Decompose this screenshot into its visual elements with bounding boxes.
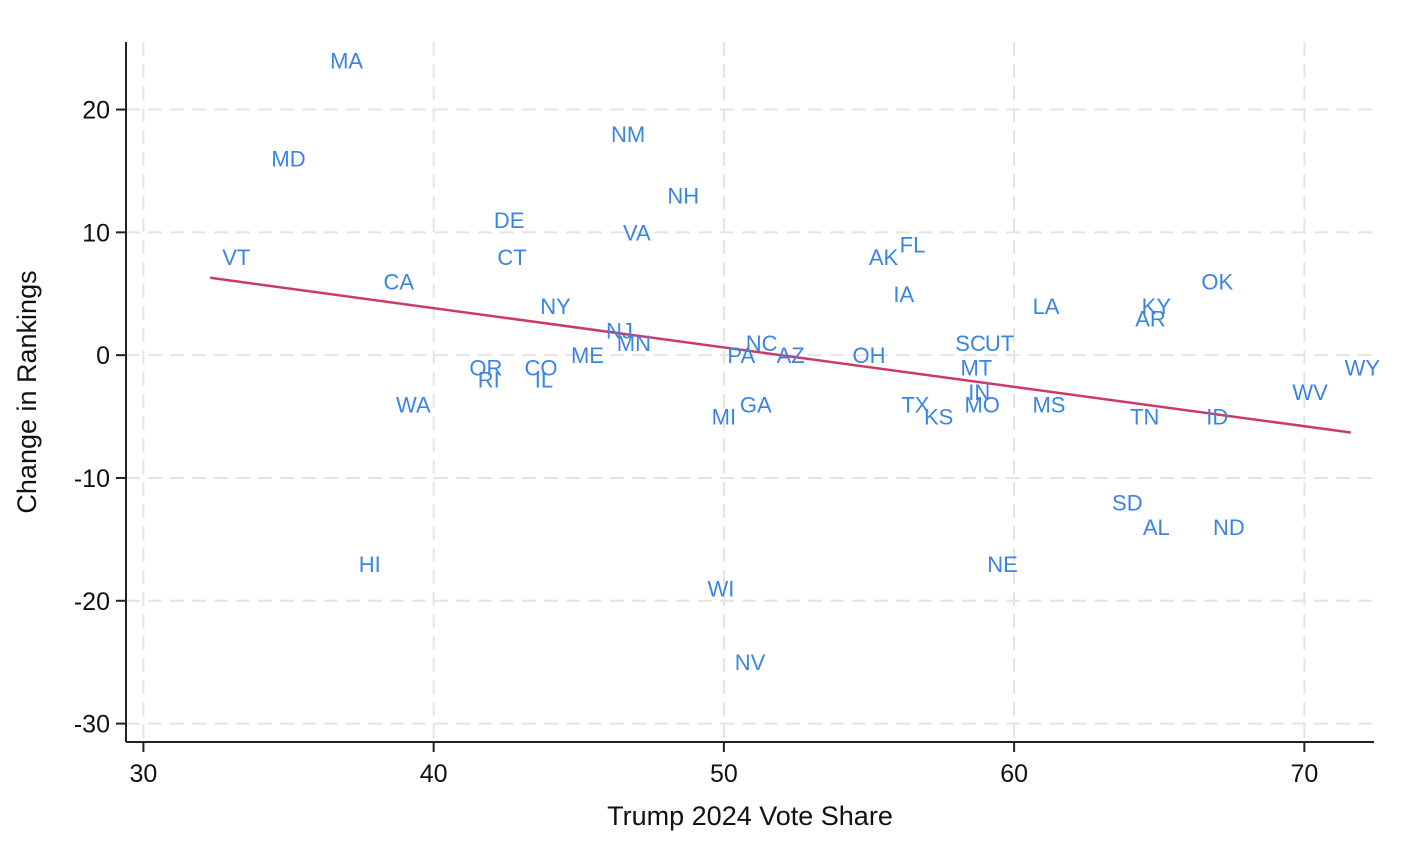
point-label: OH (852, 343, 885, 368)
y-tick-label: -20 (74, 588, 110, 616)
point-label: NY (540, 294, 571, 319)
y-tick-label: 20 (82, 97, 110, 125)
x-tick-label: 50 (710, 760, 738, 788)
point-label: DE (494, 208, 525, 233)
point-label: VA (623, 220, 651, 245)
point-label: WV (1292, 380, 1328, 405)
point-label: OR (469, 355, 502, 380)
point-label: MO (964, 392, 999, 417)
y-tick-label: 0 (96, 342, 110, 370)
point-label: NM (611, 122, 645, 147)
point-label: MN (617, 331, 651, 356)
point-label: CA (384, 269, 415, 294)
point-label: AL (1143, 515, 1170, 540)
x-axis-title: Trump 2024 Vote Share (607, 801, 893, 831)
point-label: SC (955, 331, 986, 356)
point-label: MT (960, 355, 992, 380)
point-label: CO (525, 355, 558, 380)
x-axis-ticks: 30 40 50 60 70 (130, 742, 1318, 788)
point-label: UT (985, 331, 1014, 356)
gridlines (126, 42, 1374, 742)
point-label: IN (968, 380, 990, 405)
point-label: KY (1142, 294, 1172, 319)
point-label: HI (359, 552, 381, 577)
point-label: IA (893, 282, 914, 307)
fit-line-layer (209, 276, 1351, 434)
point-label: AZ (777, 343, 805, 368)
y-tick-label: -30 (74, 711, 110, 739)
point-label: CT (497, 245, 526, 270)
y-axis-title: Change in Rankings (12, 270, 42, 513)
point-label: GA (740, 392, 772, 417)
point-label: MI (712, 405, 736, 430)
y-axis-ticks: 20 10 0 -10 -20 -30 (74, 97, 126, 739)
point-label: RI (478, 368, 500, 393)
point-label: ID (1206, 405, 1228, 430)
point-label: OK (1201, 269, 1233, 294)
point-label: SD (1112, 491, 1143, 516)
point-label: FL (900, 233, 926, 258)
x-tick-label: 60 (1000, 760, 1028, 788)
point-label: AR (1135, 306, 1166, 331)
point-label: NJ (606, 319, 633, 344)
point-label: ND (1213, 515, 1245, 540)
axes (125, 42, 1374, 743)
x-tick-label: 70 (1290, 760, 1318, 788)
point-label: NH (667, 184, 699, 209)
y-tick-label: -10 (74, 465, 110, 493)
point-label: IL (535, 368, 553, 393)
point-label: TX (901, 392, 929, 417)
point-label: NV (735, 650, 766, 675)
point-label: WY (1345, 355, 1381, 380)
x-tick-label: 40 (420, 760, 448, 788)
point-label: MD (271, 147, 305, 172)
point-label: TN (1130, 405, 1159, 430)
point-label: ME (571, 343, 604, 368)
y-tick-label: 10 (82, 219, 110, 247)
point-label: NC (746, 331, 778, 356)
point-label: LA (1033, 294, 1060, 319)
point-label: AK (869, 245, 899, 270)
point-label: KS (924, 405, 953, 430)
point-label: MA (330, 48, 363, 73)
point-label: VT (222, 245, 250, 270)
x-tick-label: 30 (130, 760, 158, 788)
fit-line (209, 276, 1351, 434)
point-label: PA (727, 343, 755, 368)
point-label: NE (987, 552, 1018, 577)
point-label: WI (708, 576, 735, 601)
point-label: MS (1032, 392, 1065, 417)
point-label: WA (396, 392, 431, 417)
